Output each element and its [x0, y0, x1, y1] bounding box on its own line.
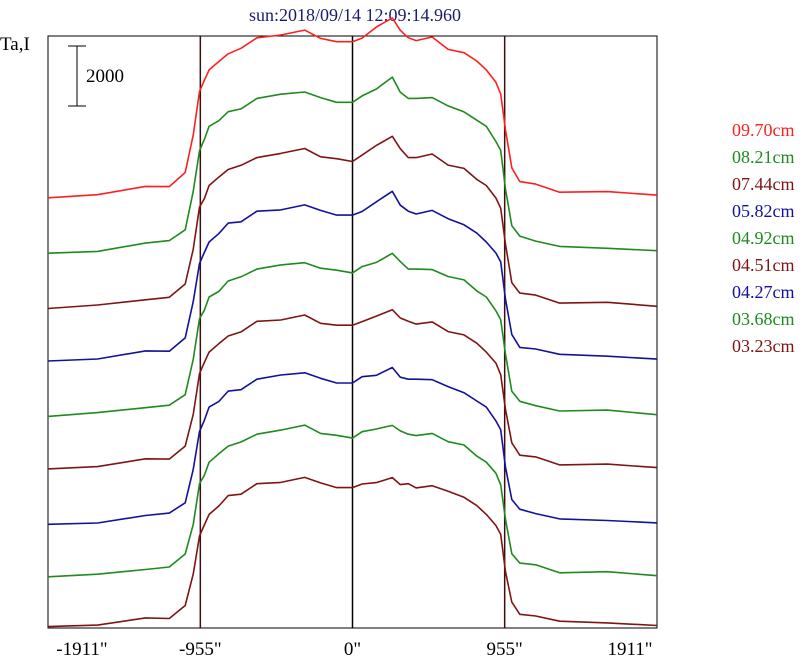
series-line-03.23cm: [47, 476, 658, 628]
y-axis-label: Ta,I: [0, 34, 30, 55]
x-tick-label: 0": [344, 639, 361, 660]
intensity-scale-bar: 2000: [68, 45, 124, 107]
legend-entry-04.51cm: 04.51cm: [732, 255, 795, 275]
x-tick-labels: -1911" -955" 0" 955" 1911": [56, 639, 652, 660]
reference-lines: [199, 36, 506, 628]
series-line-04.51cm: [47, 308, 658, 470]
legend-entry-03.23cm: 03.23cm: [732, 336, 795, 356]
legend-entry-03.68cm: 03.68cm: [732, 309, 795, 329]
series-layer: [47, 17, 658, 628]
legend-entry-07.44cm: 07.44cm: [732, 174, 795, 194]
series-line-07.44cm: [47, 135, 658, 310]
series-line-04.27cm: [47, 366, 658, 526]
legend-entry-09.70cm: 09.70cm: [732, 120, 795, 140]
legend-entry-08.21cm: 08.21cm: [732, 147, 795, 167]
series-line-03.68cm: [47, 424, 658, 578]
legend-entry-04.27cm: 04.27cm: [732, 282, 795, 302]
series-line-09.70cm: [47, 17, 658, 199]
x-tick-label: 1911": [607, 639, 652, 660]
legend: 09.70cm 08.21cm 07.44cm 05.82cm 04.92cm 04.51…: [732, 120, 795, 356]
series-line-05.82cm: [47, 190, 658, 362]
series-line-08.21cm: [47, 76, 658, 254]
x-tick-label: -1911": [56, 639, 107, 660]
x-tick-label: -955": [179, 639, 222, 660]
x-tick-label: 955": [487, 639, 523, 660]
legend-entry-05.82cm: 05.82cm: [732, 201, 795, 221]
chart-title: sun:2018/09/14 12:09:14.960: [249, 5, 461, 25]
scale-bar-label: 2000: [86, 66, 124, 87]
legend-entry-04.92cm: 04.92cm: [732, 228, 795, 248]
series-line-04.92cm: [47, 252, 658, 418]
